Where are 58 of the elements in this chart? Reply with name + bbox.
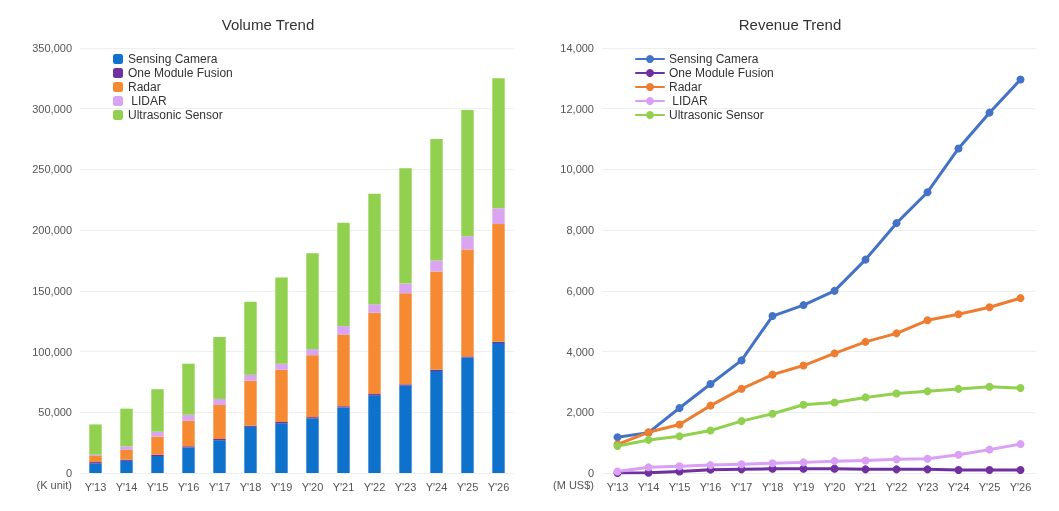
chart-title: Volume Trend bbox=[221, 16, 315, 33]
x-tick-label: Y'19 bbox=[792, 480, 815, 493]
x-tick-label: Y'24 bbox=[425, 480, 448, 493]
y-axis-title: (K unit) bbox=[36, 478, 72, 491]
x-tick-label: Y'16 bbox=[699, 480, 722, 493]
x-tick-label: Y'17 bbox=[730, 480, 753, 493]
y-tick-label: 0 bbox=[587, 467, 594, 479]
y-axis-title: (M US$) bbox=[553, 478, 594, 491]
x-tick-label: Y'15 bbox=[668, 480, 691, 493]
legend-label: Radar bbox=[669, 80, 702, 94]
legend-label: Ultrasonic Sensor bbox=[669, 108, 764, 122]
x-tick-label: Y'16 bbox=[177, 480, 200, 493]
y-tick-label: 300,000 bbox=[32, 102, 72, 115]
legend-label: Radar bbox=[128, 80, 161, 94]
legend-label: Sensing Camera bbox=[128, 52, 218, 66]
x-tick-label: Y'17 bbox=[208, 480, 231, 493]
x-tick-label: Y'19 bbox=[270, 480, 293, 493]
x-tick-label: Y'26 bbox=[487, 480, 510, 493]
x-tick-label: Y'20 bbox=[823, 480, 846, 493]
legend-label: LIDAR bbox=[669, 94, 709, 108]
legend-label: Ultrasonic Sensor bbox=[128, 108, 223, 122]
chart-title: Revenue Trend bbox=[738, 16, 842, 33]
y-tick-label: 6,000 bbox=[566, 284, 594, 297]
x-tick-label: Y'23 bbox=[394, 480, 417, 493]
legend-label: LIDAR bbox=[128, 94, 168, 108]
x-tick-label: Y'22 bbox=[885, 480, 908, 493]
y-tick-label: 4,000 bbox=[566, 345, 594, 358]
x-tick-label: Y'22 bbox=[363, 480, 386, 493]
x-tick-label: Y'18 bbox=[239, 480, 262, 493]
legend-label: Sensing Camera bbox=[669, 52, 759, 66]
y-tick-label: 200,000 bbox=[32, 224, 72, 237]
legend-label: One Module Fusion bbox=[669, 66, 774, 80]
x-tick-label: Y'24 bbox=[947, 480, 970, 493]
x-tick-label: Y'25 bbox=[978, 480, 1001, 493]
y-tick-label: 0 bbox=[65, 467, 72, 479]
x-tick-label: Y'13 bbox=[606, 480, 629, 493]
y-tick-label: 100,000 bbox=[32, 345, 72, 358]
x-tick-label: Y'25 bbox=[456, 480, 479, 493]
x-tick-label: Y'14 bbox=[115, 480, 138, 493]
x-tick-label: Y'15 bbox=[146, 480, 169, 493]
y-tick-label: 10,000 bbox=[560, 163, 594, 176]
y-tick-label: 12,000 bbox=[560, 102, 594, 115]
y-tick-label: 8,000 bbox=[566, 224, 594, 237]
y-tick-label: 150,000 bbox=[32, 284, 72, 297]
y-tick-label: 250,000 bbox=[32, 163, 72, 176]
x-tick-label: Y'18 bbox=[761, 480, 784, 493]
x-tick-label: Y'23 bbox=[916, 480, 939, 493]
x-tick-label: Y'26 bbox=[1009, 480, 1032, 493]
x-tick-label: Y'20 bbox=[301, 480, 324, 493]
x-tick-label: Y'21 bbox=[854, 480, 877, 493]
y-tick-label: 50,000 bbox=[38, 406, 72, 419]
legend-label: One Module Fusion bbox=[128, 66, 233, 80]
y-tick-label: 14,000 bbox=[560, 42, 594, 54]
y-tick-label: 2,000 bbox=[566, 406, 594, 419]
y-tick-label: 350,000 bbox=[32, 42, 72, 54]
x-tick-label: Y'13 bbox=[84, 480, 107, 493]
x-tick-label: Y'21 bbox=[332, 480, 355, 493]
x-tick-label: Y'14 bbox=[637, 480, 660, 493]
